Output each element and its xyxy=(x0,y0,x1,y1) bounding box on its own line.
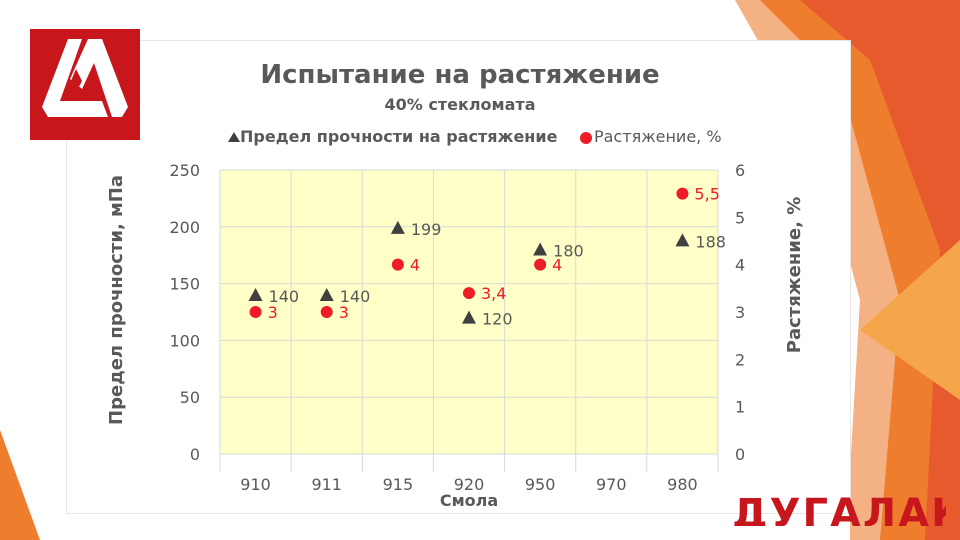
strength-triangle-marker xyxy=(390,220,405,234)
axis-ticks: 0 50 100 150 200 250 0 1 2 3 4 5 6 910 911 915 920 950 970… xyxy=(169,161,745,494)
bottom-logo: ДУГАЛАК xyxy=(732,496,946,526)
legend-circle-icon xyxy=(580,132,592,144)
x-axis-label: Смола xyxy=(440,491,498,510)
y-left-tick-label: 150 xyxy=(169,275,200,294)
strength-data-label: 120 xyxy=(482,310,513,329)
strength-triangle-marker xyxy=(319,287,334,301)
elongation-data-label: 5,5 xyxy=(694,185,719,204)
y-axis-left-label: Предел прочности, мПа xyxy=(106,175,127,425)
x-tick-label: 980 xyxy=(667,475,698,494)
y-left-tick-label: 0 xyxy=(190,445,200,464)
elongation-data-label: 4 xyxy=(410,256,420,275)
y-right-tick-label: 4 xyxy=(735,256,745,275)
elongation-data-label: 3 xyxy=(268,303,278,322)
grid xyxy=(219,169,719,472)
y-right-tick-label: 1 xyxy=(735,398,745,417)
strength-data-label: 140 xyxy=(340,287,371,306)
logo-text: ДУГАЛАК xyxy=(37,145,133,164)
elongation-circle-marker xyxy=(676,187,689,200)
y-left-tick-label: 50 xyxy=(180,388,200,407)
strength-triangle-marker xyxy=(675,233,690,247)
elongation-circle-marker xyxy=(463,287,475,300)
legend-triangle-icon xyxy=(228,132,240,142)
chart-title: Испытание на растяжение xyxy=(260,60,659,90)
strength-data-label: 140 xyxy=(269,287,300,306)
legend: Предел прочности на растяжение Растяжени… xyxy=(228,127,722,146)
elongation-circle-marker xyxy=(320,306,333,318)
y-right-tick-label: 5 xyxy=(735,208,745,227)
chart-subtitle: 40% стекломата xyxy=(385,95,536,114)
data-marks: 140 140 199 120 180 188 3 3 4 3,4 4 5,5 xyxy=(248,185,726,329)
bottom-logo-text: ДУГАЛАК xyxy=(732,496,946,526)
legend-label-elongation: Растяжение, % xyxy=(594,127,722,146)
legend-label-strength: Предел прочности на растяжение xyxy=(240,127,558,146)
y-axis-right-label: Растяжение, % xyxy=(784,197,805,354)
y-left-tick-label: 100 xyxy=(169,331,200,350)
strength-triangle-marker xyxy=(533,242,548,256)
dm-monogram-logo-icon xyxy=(42,39,128,117)
elongation-circle-marker xyxy=(391,258,404,271)
x-tick-label: 950 xyxy=(525,475,556,494)
y-left-tick-label: 200 xyxy=(169,218,200,237)
y-right-tick-label: 0 xyxy=(735,445,745,464)
y-right-tick-label: 3 xyxy=(735,303,745,322)
x-tick-label: 911 xyxy=(311,475,342,494)
y-right-tick-label: 2 xyxy=(735,350,745,369)
company-logo: ДУГАЛАК xyxy=(30,29,140,164)
y-right-tick-label: 6 xyxy=(735,161,745,180)
strength-data-label: 199 xyxy=(411,220,442,239)
elongation-circle-marker xyxy=(534,258,547,271)
x-tick-label: 970 xyxy=(596,475,627,494)
x-tick-label: 910 xyxy=(240,475,271,494)
strength-data-label: 188 xyxy=(695,232,726,251)
elongation-data-label: 3 xyxy=(339,303,349,322)
strength-triangle-marker xyxy=(462,310,476,324)
elongation-circle-marker xyxy=(249,306,262,318)
strength-triangle-marker xyxy=(248,287,263,301)
elongation-data-label: 3,4 xyxy=(481,284,506,303)
y-left-tick-label: 250 xyxy=(169,161,200,180)
x-tick-label: 915 xyxy=(383,475,414,494)
elongation-data-label: 4 xyxy=(552,256,562,275)
x-tick-label: 920 xyxy=(454,475,485,494)
strength-data-label: 180 xyxy=(553,242,584,261)
